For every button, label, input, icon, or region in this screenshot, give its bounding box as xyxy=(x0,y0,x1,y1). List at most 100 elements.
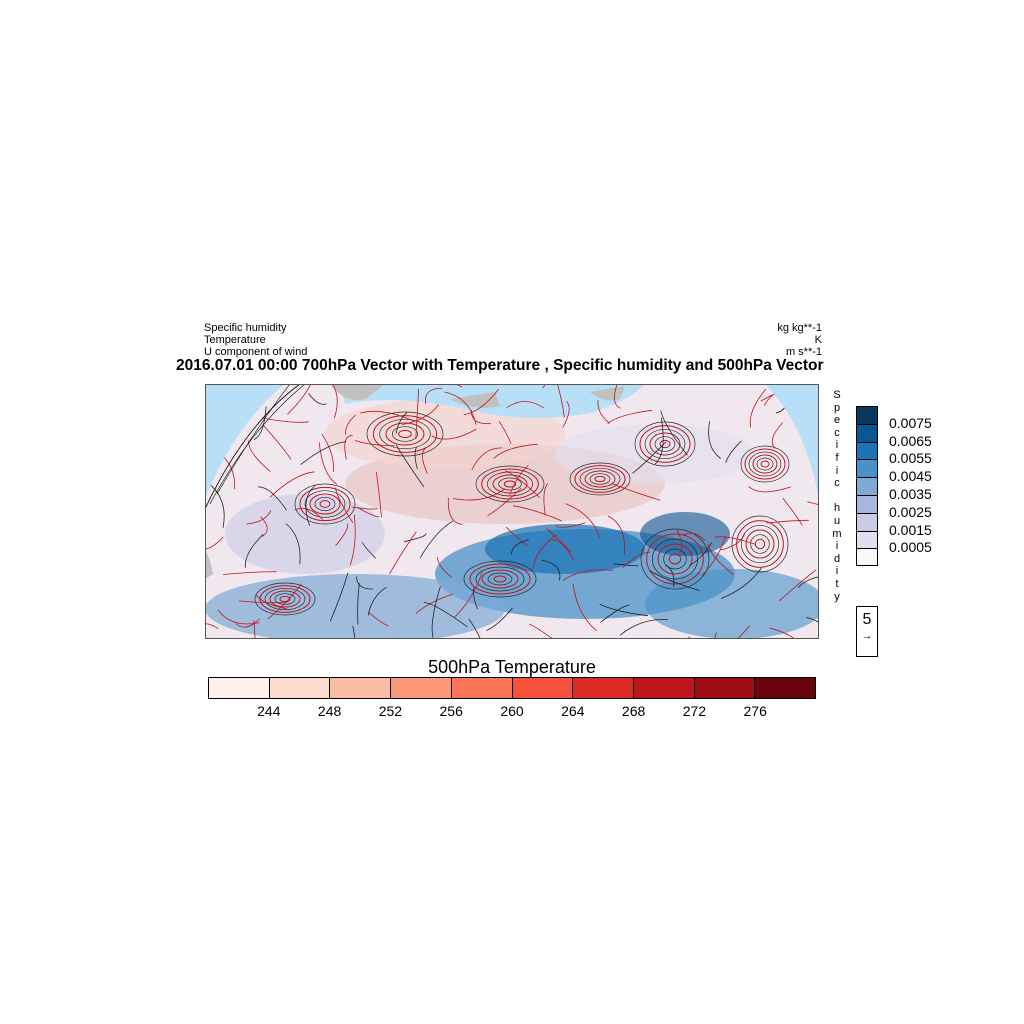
vortex-streamline xyxy=(319,500,331,508)
humidity-swatch xyxy=(856,477,878,495)
humidity-swatch xyxy=(856,512,878,531)
wind-streamline xyxy=(395,412,408,434)
vortex-streamline xyxy=(745,529,775,559)
wind-streamline xyxy=(766,519,809,524)
wind-streamline xyxy=(599,603,648,617)
wind-streamline xyxy=(468,618,483,639)
vortex-streamline xyxy=(372,415,438,453)
vortex-streamline xyxy=(659,439,671,449)
wind-streamline xyxy=(344,435,353,460)
wind-streamline xyxy=(769,627,809,639)
wind-streamline xyxy=(654,417,664,465)
wind-streamline xyxy=(613,563,639,567)
vortex-streamline xyxy=(379,418,431,450)
temperature-tick-label: 260 xyxy=(500,703,524,719)
vortex-streamline xyxy=(594,475,606,483)
vortex-streamline xyxy=(589,473,611,485)
wind-streamline xyxy=(367,611,389,627)
wind-streamline xyxy=(513,505,563,522)
vortex-streamline xyxy=(654,436,676,452)
wind-streamline xyxy=(797,575,819,588)
reference-vector-value: 5 xyxy=(862,611,872,628)
vortex-streamline xyxy=(493,575,507,583)
wind-streamline xyxy=(505,526,528,547)
wind-streamline xyxy=(415,388,420,439)
wind-streamline xyxy=(771,422,784,449)
wind-streamline xyxy=(244,534,264,568)
temperature-bar-title: 500hPa Temperature xyxy=(428,657,596,677)
wind-streamline xyxy=(470,409,491,425)
wind-streamline xyxy=(546,528,571,553)
wind-streamline xyxy=(414,447,418,470)
wind-streamline xyxy=(676,528,683,553)
wind-streamline xyxy=(707,544,734,575)
wind-streamline xyxy=(611,483,661,501)
header-left-line-2: Temperature xyxy=(204,334,266,346)
wind-streamline xyxy=(562,401,570,428)
wind-streamline xyxy=(305,485,316,526)
wind-streamline xyxy=(710,625,750,639)
wind-streamline xyxy=(572,583,597,632)
humidity-colorbar xyxy=(856,406,878,567)
wind-streamline xyxy=(471,447,503,470)
vortex-streamline xyxy=(584,470,616,488)
wind-streamline xyxy=(335,487,354,523)
reference-arrow-icon: → xyxy=(861,630,873,642)
wind-streamline xyxy=(223,571,277,575)
wind-streamline xyxy=(555,522,586,528)
wind-streamline xyxy=(688,542,713,567)
wind-streamline xyxy=(349,514,356,566)
plot-title: 2016.07.01 00:00 700hPa Vector with Temp… xyxy=(176,357,824,374)
wind-streamline xyxy=(321,433,334,473)
temperature-swatch xyxy=(209,678,269,698)
humidity-tick-label: 0.0025 xyxy=(889,503,932,520)
vortex-streamline xyxy=(385,422,425,446)
temperature-tick-label: 256 xyxy=(439,703,463,719)
wind-streamline xyxy=(300,441,347,465)
humidity-swatch xyxy=(856,423,878,442)
wind-streamline xyxy=(463,388,499,416)
wind-streamline xyxy=(287,384,315,415)
temperature-tick-label: 244 xyxy=(257,703,281,719)
header-right-line-1: kg kg**-1 xyxy=(777,322,822,334)
wind-streamline xyxy=(345,414,356,435)
vortex-streamline xyxy=(279,595,291,603)
temperature-swatch xyxy=(268,678,330,698)
vortex-streamline xyxy=(657,543,693,575)
wind-streamline xyxy=(395,444,425,488)
wind-streamline xyxy=(217,609,260,625)
wind-streamline xyxy=(260,516,268,537)
humidity-swatch xyxy=(856,530,878,549)
vortex-streamline xyxy=(469,563,531,595)
wind-streamline xyxy=(267,583,303,620)
vortex-streamline xyxy=(391,426,419,442)
wind-streamline xyxy=(356,506,380,518)
humidity-tick-label: 0.0075 xyxy=(889,414,932,431)
wind-streamline xyxy=(447,497,463,525)
wind-streamline xyxy=(357,583,360,625)
wind-streamline xyxy=(506,401,544,409)
vortex-streamline xyxy=(668,553,682,565)
temperature-swatch xyxy=(572,678,633,698)
vortex-streamline xyxy=(487,572,513,586)
wind-streamline xyxy=(541,560,561,581)
wind-streamline xyxy=(622,551,651,569)
wind-streamline xyxy=(262,417,309,423)
wind-streamline xyxy=(708,421,721,459)
wind-streamline xyxy=(356,576,373,590)
wind-streamline xyxy=(423,602,468,628)
temperature-tick-label: 264 xyxy=(561,703,585,719)
wind-streamline xyxy=(404,533,427,543)
wind-streamline xyxy=(375,471,382,518)
vortex-streamline xyxy=(366,411,444,457)
wind-streamline xyxy=(498,421,512,445)
temperature-swatch xyxy=(329,678,391,698)
wind-streamline xyxy=(721,567,762,599)
temperature-tick-label: 268 xyxy=(621,703,646,719)
temperature-swatch xyxy=(390,678,451,698)
vortex-streamline xyxy=(649,432,681,456)
humidity-swatch xyxy=(856,459,878,478)
wind-streamline xyxy=(504,470,541,498)
vortex-streamline xyxy=(274,593,296,605)
humidity-bar-label: S p e c i f i c h u m i d i t y xyxy=(832,389,842,603)
